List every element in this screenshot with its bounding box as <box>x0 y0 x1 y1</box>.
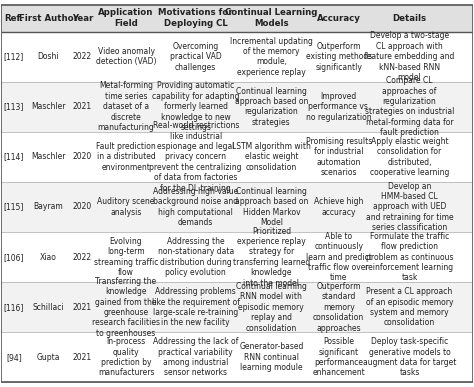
Text: First Author: First Author <box>18 14 78 22</box>
Text: LSTM algorithm with
elastic weight
consolidation: LSTM algorithm with elastic weight conso… <box>232 142 311 172</box>
Text: Accuracy: Accuracy <box>317 14 361 22</box>
Text: In-process
quality
prediction by
manufacturers: In-process quality prediction by manufac… <box>98 337 155 377</box>
Text: Outperform
standard
memory
consolidation
approaches: Outperform standard memory consolidation… <box>313 282 365 332</box>
Text: Motivations for
Deploying CL: Motivations for Deploying CL <box>158 9 233 28</box>
Bar <box>1 82 474 132</box>
Text: Deploy task-specific
generative models to
augment data for target
tasks: Deploy task-specific generative models t… <box>363 337 456 377</box>
Text: Develop a two-stage
CL approach with
feature embedding and
kNN-based RNN
model: Develop a two-stage CL approach with fea… <box>365 31 455 82</box>
Bar <box>1 182 474 232</box>
Text: Maschler: Maschler <box>31 152 65 161</box>
Text: [94]: [94] <box>6 353 22 362</box>
Text: Promising results
for industrial
automation
scenarios: Promising results for industrial automat… <box>306 137 372 177</box>
Bar <box>1 132 474 182</box>
Text: Addressing problems
like the requirement of
large-scale re-training
in the new f: Addressing problems like the requirement… <box>152 287 240 327</box>
Text: [114]: [114] <box>4 152 24 161</box>
Text: Outperform
existing methods
significantly: Outperform existing methods significantl… <box>306 42 372 72</box>
Text: Incremental updating
of the memory
module,
experience replay: Incremental updating of the memory modul… <box>230 36 313 77</box>
Text: Present a CL approach
of an episodic memory
system and memory
consolidation: Present a CL approach of an episodic mem… <box>366 287 453 327</box>
Text: [113]: [113] <box>4 102 24 111</box>
Text: Application
Field: Application Field <box>99 9 154 28</box>
Text: Maschler: Maschler <box>31 102 65 111</box>
Text: 2021: 2021 <box>73 303 92 312</box>
Text: [112]: [112] <box>4 52 24 61</box>
Text: Prioritized
experience replay
strategy for
transferring learned
knowledge
into t: Prioritized experience replay strategy f… <box>233 227 310 288</box>
Text: Addressing the lack of
practical variability
among industrial
sensor networks: Addressing the lack of practical variabi… <box>153 337 238 377</box>
Bar <box>1 332 474 382</box>
Text: 2021: 2021 <box>73 353 92 362</box>
Text: Continual learning
approach based on
Hidden Markov
Model: Continual learning approach based on Hid… <box>235 187 308 227</box>
Text: Able to
continuously
learn and predict
traffic flow over
time: Able to continuously learn and predict t… <box>306 232 372 283</box>
Text: Fault prediction
in a distributed
environment: Fault prediction in a distributed enviro… <box>96 142 156 172</box>
Text: Addressing the
non-stationary data
distribution during
policy evolution: Addressing the non-stationary data distr… <box>158 237 234 277</box>
Text: Metal-forming
time series
dataset of a
discrete
manufacturing: Metal-forming time series dataset of a d… <box>98 81 155 132</box>
Text: Possible
significant
performance
enhancement: Possible significant performance enhance… <box>312 337 365 377</box>
Text: [116]: [116] <box>4 303 24 312</box>
Text: Ref.: Ref. <box>4 14 23 22</box>
Text: [106]: [106] <box>4 253 24 262</box>
Text: Addressing high-value
background noise and
high computational
demands: Addressing high-value background noise a… <box>153 187 238 227</box>
Text: Schillaci: Schillaci <box>32 303 64 312</box>
Text: Evolving
long-term
streaming traffic
flow: Evolving long-term streaming traffic flo… <box>94 237 158 277</box>
Text: Overcoming
practical VAD
challenges: Overcoming practical VAD challenges <box>170 42 222 72</box>
Bar <box>1 32 474 82</box>
Text: [115]: [115] <box>4 202 24 212</box>
Text: Details: Details <box>392 14 427 22</box>
Text: Improved
performance vs.
no regularization: Improved performance vs. no regularizati… <box>306 92 372 122</box>
Text: Bayram: Bayram <box>33 202 63 212</box>
Text: Compare CL
approaches of
regularization
strategies on industrial
metal-forming d: Compare CL approaches of regularization … <box>365 76 454 137</box>
Text: 2020: 2020 <box>73 202 92 212</box>
Text: Generator-based
RNN continual
learning module: Generator-based RNN continual learning m… <box>239 342 303 372</box>
Bar <box>1 5 474 32</box>
Text: Doshi: Doshi <box>37 52 59 61</box>
Text: Video anomaly
detection (VAD): Video anomaly detection (VAD) <box>96 47 156 66</box>
Text: Develop an
HMM-based CL
approach with UED
and retraining for time
series classif: Develop an HMM-based CL approach with UE… <box>366 182 453 232</box>
Text: Formulate the traffic
flow prediction
problem as continuous
reinforcement learni: Formulate the traffic flow prediction pr… <box>365 232 454 283</box>
Text: Continual learning
RNN model with
episodic memory
replay and
consolidation: Continual learning RNN model with episod… <box>236 282 307 332</box>
Text: Xiao: Xiao <box>40 253 56 262</box>
Text: Providing automatic
capability for adapting
formerly learned
knowledge to new
se: Providing automatic capability for adapt… <box>152 81 239 132</box>
Text: 2020: 2020 <box>73 152 92 161</box>
Text: Transferring the
knowledge
gained from the
greenhouse
research facilities
to gre: Transferring the knowledge gained from t… <box>92 277 160 338</box>
Bar <box>1 282 474 332</box>
Text: 2022: 2022 <box>73 253 92 262</box>
Text: Apply elastic weight
consolidation for
distributed,
cooperative learning: Apply elastic weight consolidation for d… <box>370 137 449 177</box>
Text: Auditory scene
analysis: Auditory scene analysis <box>97 197 155 217</box>
Text: Real-world restrictions
like industrial
espionage and legal
privacy concern
prev: Real-world restrictions like industrial … <box>149 121 242 193</box>
Text: Continual Learning
Models: Continual Learning Models <box>225 9 318 28</box>
Text: Achieve high
accuracy: Achieve high accuracy <box>314 197 364 217</box>
Text: 2021: 2021 <box>73 102 92 111</box>
Text: Continual learning
approach based on
regularization
strategies: Continual learning approach based on reg… <box>235 87 308 127</box>
Text: Gupta: Gupta <box>36 353 60 362</box>
Text: 2022: 2022 <box>73 52 92 61</box>
Bar <box>1 232 474 282</box>
Text: Year: Year <box>72 14 93 22</box>
